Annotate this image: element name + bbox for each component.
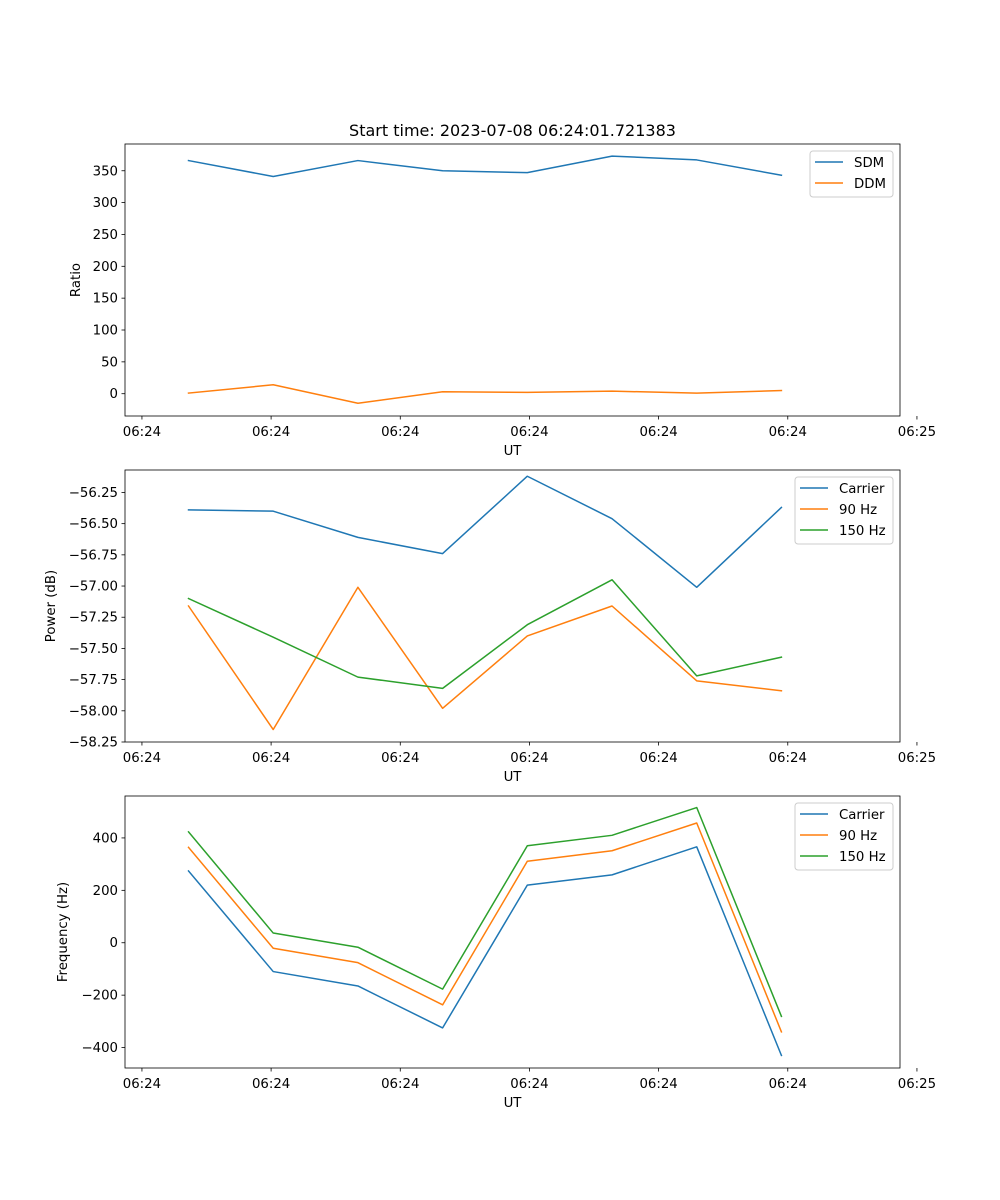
legend-box [794, 476, 894, 545]
legend-label: 150 Hz [839, 524, 886, 539]
legend: SDM DDM [809, 150, 894, 198]
subplot-3: 06:24 06:24 06:24 06:24 06:24 06:24 06:25 −400 −… [56, 795, 936, 1111]
y-tick-label: 250 [93, 228, 118, 243]
x-tick-label: 06:24 [639, 425, 677, 440]
x-tick-label: 06:24 [123, 1077, 161, 1092]
x-tick-label: 06:25 [898, 751, 936, 766]
y-tick-label: −57.50 [69, 642, 118, 657]
y-tick-label: −200 [81, 989, 118, 1004]
legend-label: Carrier [839, 808, 885, 823]
x-tick-label: 06:24 [252, 1077, 290, 1092]
x-tick-label: 06:24 [252, 751, 290, 766]
legend: Carrier 90 Hz 150 Hz [794, 802, 894, 871]
axes-frame [124, 795, 901, 1069]
x-tick-label: 06:24 [769, 751, 807, 766]
y-tick-label: 50 [101, 355, 118, 370]
legend-box [794, 802, 894, 871]
subplot-2: 06:24 06:24 06:24 06:24 06:24 06:24 06:25 −58.2… [44, 469, 936, 785]
x-axis-label: UT [504, 444, 523, 459]
x-tick-label: 06:24 [769, 425, 807, 440]
y-tick-label: −57.25 [69, 611, 118, 626]
y-tick-label: −56.50 [69, 517, 118, 532]
legend-label: SDM [854, 156, 884, 171]
y-tick-label: 0 [110, 936, 118, 951]
y-tick-label: 100 [93, 324, 118, 339]
y-tick-label: 0 [110, 387, 118, 402]
x-tick-label: 06:24 [510, 751, 548, 766]
x-tick-label: 06:25 [898, 1077, 936, 1092]
x-tick-label: 06:24 [381, 751, 419, 766]
legend-label: 150 Hz [839, 850, 886, 865]
y-tick-label: 150 [93, 292, 118, 307]
legend-label: 90 Hz [839, 503, 877, 518]
y-axis-label: Power (dB) [44, 570, 59, 642]
y-tick-label: −58.25 [69, 736, 118, 751]
legend-label: Carrier [839, 482, 885, 497]
y-tick-label: 350 [93, 164, 118, 179]
x-axis-label: UT [504, 770, 523, 785]
series-line-90-hz [187, 586, 783, 731]
y-tick-label: 400 [93, 831, 118, 846]
series-line-sdm [187, 155, 783, 178]
series-line-90-hz [187, 822, 783, 1033]
legend-label: DDM [854, 177, 886, 192]
y-tick-label: −400 [81, 1041, 118, 1056]
x-tick-label: 06:24 [639, 1077, 677, 1092]
series-line-carrier [187, 475, 783, 589]
y-axis-label: Frequency (Hz) [56, 882, 71, 982]
x-tick-label: 06:24 [510, 1077, 548, 1092]
y-tick-label: 300 [93, 196, 118, 211]
y-axis-label: Ratio [69, 263, 84, 297]
x-tick-label: 06:24 [123, 751, 161, 766]
subplot-1: Start time: 2023-07-08 06:24:01.721383 06… [69, 121, 936, 459]
series-line-150-hz [187, 579, 783, 690]
x-tick-label: 06:24 [123, 425, 161, 440]
legend: Carrier 90 Hz 150 Hz [794, 476, 894, 545]
series-line-carrier [187, 846, 783, 1057]
x-tick-label: 06:24 [510, 425, 548, 440]
x-tick-label: 06:24 [639, 751, 677, 766]
x-tick-label: 06:24 [769, 1077, 807, 1092]
axes-frame [124, 143, 901, 417]
y-tick-label: −58.00 [69, 704, 118, 719]
y-tick-label: −57.75 [69, 673, 118, 688]
y-tick-label: −57.00 [69, 580, 118, 595]
axes-frame [124, 469, 901, 743]
y-tick-label: 200 [93, 884, 118, 899]
y-tick-label: 200 [93, 260, 118, 275]
y-tick-label: −56.75 [69, 548, 118, 563]
x-tick-label: 06:24 [252, 425, 290, 440]
legend-label: 90 Hz [839, 829, 877, 844]
x-tick-label: 06:25 [898, 425, 936, 440]
x-axis-label: UT [504, 1096, 523, 1111]
series-line-150-hz [187, 806, 783, 1018]
y-tick-label: −56.25 [69, 486, 118, 501]
x-tick-label: 06:24 [381, 425, 419, 440]
series-line-ddm [187, 384, 783, 405]
x-tick-label: 06:24 [381, 1077, 419, 1092]
chart-title: Start time: 2023-07-08 06:24:01.721383 [349, 121, 676, 140]
